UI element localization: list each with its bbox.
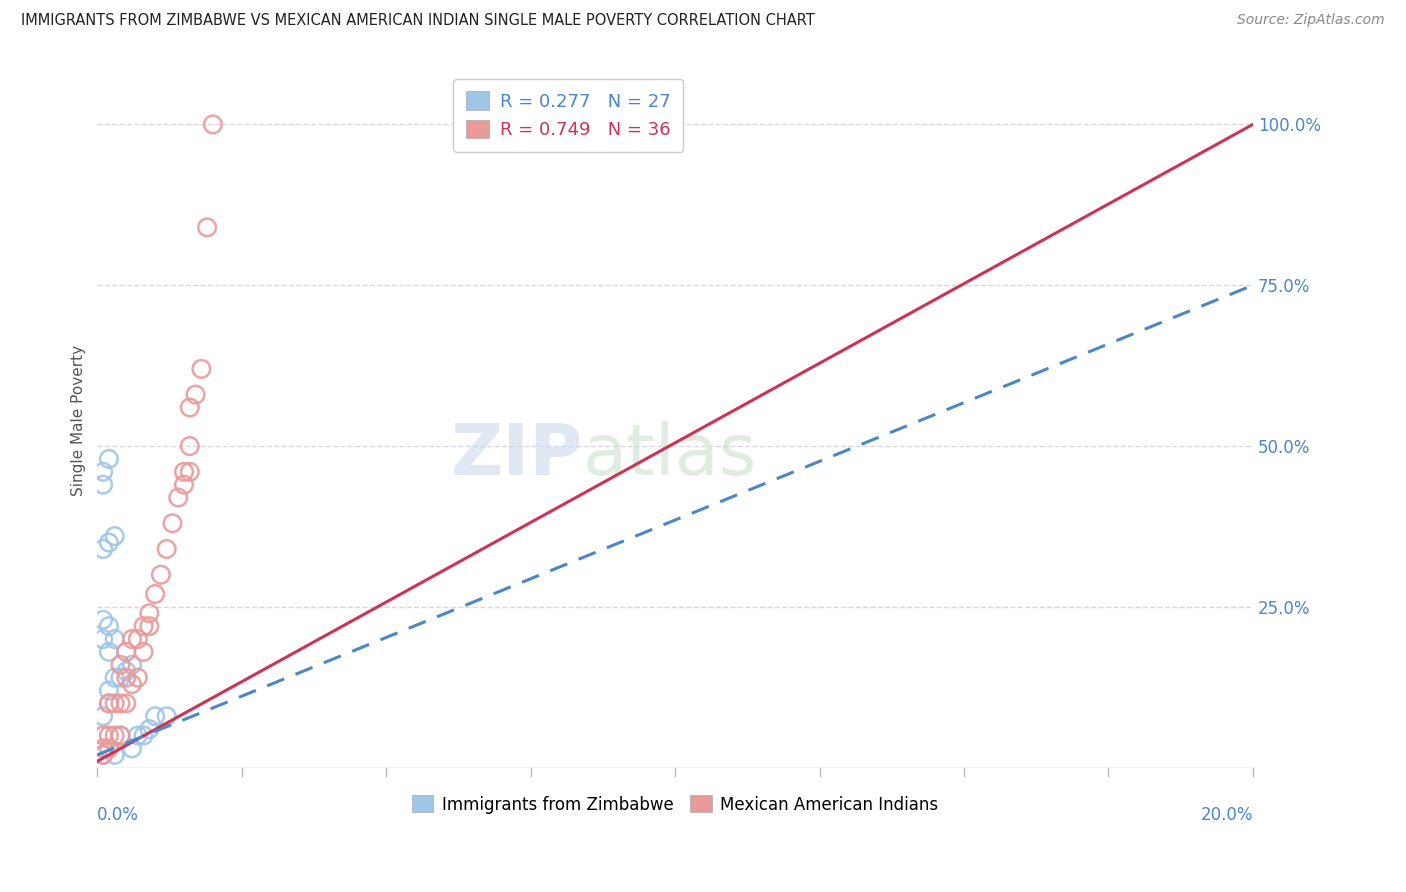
Y-axis label: Single Male Poverty: Single Male Poverty <box>72 345 86 496</box>
Point <box>97 697 120 711</box>
Point <box>91 632 114 646</box>
Text: ZIP: ZIP <box>450 421 582 490</box>
Text: 0.0%: 0.0% <box>97 805 139 824</box>
Point <box>115 697 138 711</box>
Point <box>104 697 127 711</box>
Point <box>91 477 114 491</box>
Point <box>91 465 114 479</box>
Point <box>138 722 160 736</box>
Point <box>173 465 195 479</box>
Point <box>91 541 114 556</box>
Point <box>104 671 127 685</box>
Point <box>97 645 120 659</box>
Point <box>110 729 132 743</box>
Point <box>143 709 166 723</box>
Point <box>115 645 138 659</box>
Point <box>149 567 172 582</box>
Point <box>97 729 120 743</box>
Point <box>104 747 127 762</box>
Text: IMMIGRANTS FROM ZIMBABWE VS MEXICAN AMERICAN INDIAN SINGLE MALE POVERTY CORRELAT: IMMIGRANTS FROM ZIMBABWE VS MEXICAN AMER… <box>21 13 815 29</box>
Point <box>156 541 179 556</box>
Point <box>115 664 138 678</box>
Point <box>110 697 132 711</box>
Point <box>91 747 114 762</box>
Point <box>162 516 184 531</box>
Point <box>167 491 190 505</box>
Legend: Immigrants from Zimbabwe, Mexican American Indians: Immigrants from Zimbabwe, Mexican Americ… <box>404 787 946 822</box>
Point <box>179 465 201 479</box>
Point <box>179 401 201 415</box>
Point <box>138 607 160 621</box>
Point <box>104 729 127 743</box>
Point <box>138 619 160 633</box>
Text: atlas: atlas <box>582 421 756 490</box>
Point <box>184 387 207 401</box>
Point <box>121 677 143 691</box>
Point <box>91 613 114 627</box>
Point <box>127 632 149 646</box>
Point <box>97 741 120 756</box>
Point <box>110 729 132 743</box>
Point <box>97 452 120 467</box>
Point <box>179 439 201 453</box>
Point <box>121 632 143 646</box>
Point <box>97 619 120 633</box>
Point <box>97 535 120 549</box>
Point <box>143 587 166 601</box>
Point <box>104 632 127 646</box>
Point <box>91 729 114 743</box>
Point <box>91 747 114 762</box>
Point <box>156 709 179 723</box>
Point <box>195 220 218 235</box>
Point <box>121 657 143 672</box>
Point <box>127 729 149 743</box>
Point <box>132 619 155 633</box>
Point <box>121 741 143 756</box>
Point <box>110 657 132 672</box>
Point <box>115 671 138 685</box>
Point <box>97 683 120 698</box>
Point <box>104 529 127 543</box>
Point <box>110 671 132 685</box>
Text: Source: ZipAtlas.com: Source: ZipAtlas.com <box>1237 13 1385 28</box>
Point <box>91 709 114 723</box>
Point <box>97 697 120 711</box>
Point <box>173 477 195 491</box>
Text: 20.0%: 20.0% <box>1201 805 1253 824</box>
Point <box>201 118 224 132</box>
Point <box>91 741 114 756</box>
Point <box>190 362 212 376</box>
Point <box>132 645 155 659</box>
Point <box>132 729 155 743</box>
Point <box>127 671 149 685</box>
